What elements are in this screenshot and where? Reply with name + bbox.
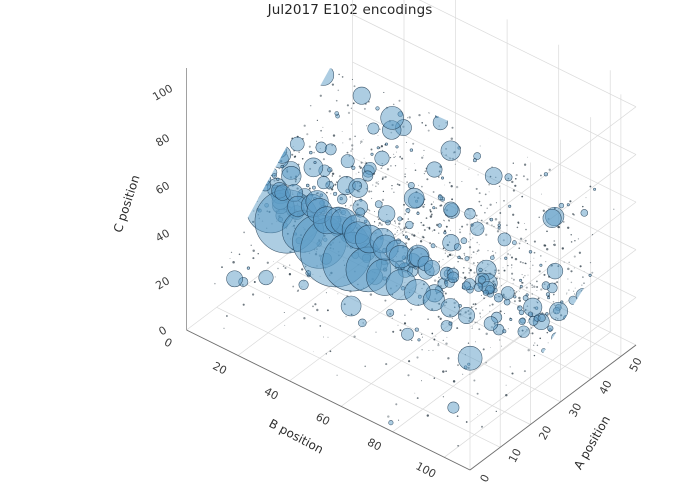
axis-spines (186, 68, 637, 471)
svg-text:100: 100 (414, 460, 439, 481)
bubble-markers (186, 68, 636, 426)
svg-text:80: 80 (153, 131, 172, 149)
svg-text:30: 30 (566, 401, 584, 419)
svg-text:60: 60 (314, 410, 332, 428)
chart-title: Jul2017 E102 encodings (267, 2, 433, 18)
svg-text:50: 50 (627, 356, 645, 374)
svg-text:20: 20 (210, 359, 228, 377)
svg-text:40: 40 (262, 385, 280, 403)
svg-text:0: 0 (478, 472, 493, 484)
svg-text:10: 10 (506, 446, 524, 464)
svg-text:20: 20 (153, 274, 172, 292)
svg-text:40: 40 (153, 227, 172, 245)
svg-text:A position: A position (571, 413, 613, 472)
svg-text:100: 100 (150, 82, 175, 104)
svg-text:C position: C position (111, 173, 143, 234)
svg-text:20: 20 (536, 424, 554, 442)
svg-text:80: 80 (365, 436, 383, 454)
svg-text:60: 60 (153, 179, 172, 197)
svg-text:40: 40 (597, 378, 615, 396)
